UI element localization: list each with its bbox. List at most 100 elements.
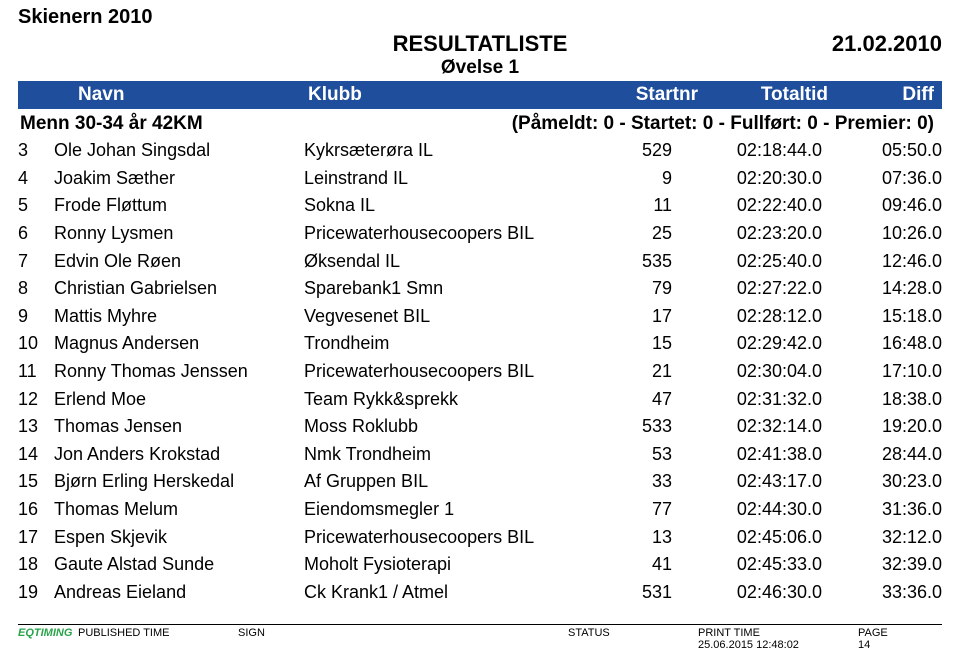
cell-totaltid: 02:23:20.0	[672, 220, 822, 248]
category-meta: (Påmeldt: 0 - Startet: 0 - Fullført: 0 -…	[512, 113, 934, 135]
cell-startnr: 529	[600, 137, 672, 165]
footer: EQTIMING PUBLISHED TIME SIGN STATUS PRIN…	[18, 624, 942, 651]
cell-name: Ronny Lysmen	[54, 220, 304, 248]
cell-rank: 4	[18, 165, 54, 193]
cell-rank: 19	[18, 579, 54, 607]
cell-diff: 31:36.0	[822, 496, 942, 524]
cell-name: Mattis Myhre	[54, 303, 304, 331]
cell-name: Jon Anders Krokstad	[54, 441, 304, 469]
cell-diff: 33:36.0	[822, 579, 942, 607]
cell-rank: 3	[18, 137, 54, 165]
cell-diff: 19:20.0	[822, 413, 942, 441]
cell-rank: 6	[18, 220, 54, 248]
cell-name: Frode Fløttum	[54, 192, 304, 220]
category-label: Menn 30-34 år 42KM	[20, 113, 203, 135]
cell-startnr: 533	[600, 413, 672, 441]
column-header: Navn Klubb Startnr Totaltid Diff	[18, 81, 942, 109]
cell-rank: 14	[18, 441, 54, 469]
cell-club: Pricewaterhousecoopers BIL	[304, 523, 600, 551]
cell-totaltid: 02:44:30.0	[672, 496, 822, 524]
cell-diff: 30:23.0	[822, 468, 942, 496]
cell-club: Pricewaterhousecoopers BIL	[304, 220, 600, 248]
category-row: Menn 30-34 år 42KM (Påmeldt: 0 - Startet…	[18, 109, 942, 137]
ovelse-label: Øvelse 1	[18, 57, 942, 79]
cell-totaltid: 02:27:22.0	[672, 275, 822, 303]
table-row: 14Jon Anders KrokstadNmk Trondheim5302:4…	[18, 441, 942, 469]
table-row: 5Frode FløttumSokna IL1102:22:40.009:46.…	[18, 192, 942, 220]
table-row: 19Andreas EielandCk Krank1 / Atmel53102:…	[18, 579, 942, 607]
footer-logo: EQTIMING	[18, 627, 78, 651]
cell-diff: 32:39.0	[822, 551, 942, 579]
cell-club: Leinstrand IL	[304, 165, 600, 193]
table-row: 12Erlend MoeTeam Rykk&sprekk4702:31:32.0…	[18, 385, 942, 413]
cell-totaltid: 02:32:14.0	[672, 413, 822, 441]
page-value: 14	[858, 639, 942, 651]
table-row: 6Ronny LysmenPricewaterhousecoopers BIL2…	[18, 220, 942, 248]
cell-rank: 11	[18, 358, 54, 386]
cell-startnr: 17	[600, 303, 672, 331]
cell-club: Eiendomsmegler 1	[304, 496, 600, 524]
col-navn: Navn	[78, 84, 308, 106]
cell-name: Magnus Andersen	[54, 330, 304, 358]
cell-name: Christian Gabrielsen	[54, 275, 304, 303]
col-totaltid: Totaltid	[708, 84, 838, 106]
cell-diff: 15:18.0	[822, 303, 942, 331]
cell-club: Af Gruppen BIL	[304, 468, 600, 496]
cell-diff: 32:12.0	[822, 523, 942, 551]
print-time-value: 25.06.2015 12:48:02	[698, 639, 858, 651]
cell-totaltid: 02:41:38.0	[672, 441, 822, 469]
cell-name: Gaute Alstad Sunde	[54, 551, 304, 579]
cell-club: Kykrsæterøra IL	[304, 137, 600, 165]
page-container: Skienern 2010 RESULTATLISTE 21.02.2010 Ø…	[0, 0, 960, 659]
table-row: 4Joakim SætherLeinstrand IL902:20:30.007…	[18, 165, 942, 193]
cell-diff: 28:44.0	[822, 441, 942, 469]
cell-startnr: 41	[600, 551, 672, 579]
table-row: 13Thomas JensenMoss Roklubb53302:32:14.0…	[18, 413, 942, 441]
cell-rank: 13	[18, 413, 54, 441]
cell-totaltid: 02:43:17.0	[672, 468, 822, 496]
cell-totaltid: 02:30:04.0	[672, 358, 822, 386]
cell-club: Vegvesenet BIL	[304, 303, 600, 331]
cell-totaltid: 02:46:30.0	[672, 579, 822, 607]
cell-name: Ronny Thomas Jenssen	[54, 358, 304, 386]
cell-startnr: 535	[600, 247, 672, 275]
event-title: Skienern 2010	[18, 6, 942, 29]
col-startnr: Startnr	[608, 84, 708, 106]
cell-club: Nmk Trondheim	[304, 441, 600, 469]
cell-club: Sparebank1 Smn	[304, 275, 600, 303]
cell-startnr: 13	[600, 523, 672, 551]
footer-status: STATUS	[568, 627, 698, 651]
published-time-label: PUBLISHED TIME	[78, 627, 238, 639]
table-row: 11Ronny Thomas JenssenPricewaterhousecoo…	[18, 358, 942, 386]
cell-rank: 12	[18, 385, 54, 413]
cell-totaltid: 02:18:44.0	[672, 137, 822, 165]
cell-totaltid: 02:45:06.0	[672, 523, 822, 551]
cell-diff: 09:46.0	[822, 192, 942, 220]
cell-rank: 10	[18, 330, 54, 358]
footer-print-time: PRINT TIME 25.06.2015 12:48:02	[698, 627, 858, 651]
cell-name: Thomas Jensen	[54, 413, 304, 441]
table-row: 10Magnus AndersenTrondheim1502:29:42.016…	[18, 330, 942, 358]
cell-club: Moss Roklubb	[304, 413, 600, 441]
footer-sign: SIGN	[238, 627, 568, 651]
cell-diff: 17:10.0	[822, 358, 942, 386]
cell-startnr: 53	[600, 441, 672, 469]
cell-rank: 15	[18, 468, 54, 496]
cell-name: Edvin Ole Røen	[54, 247, 304, 275]
cell-name: Espen Skjevik	[54, 523, 304, 551]
table-row: 15Bjørn Erling HerskedalAf Gruppen BIL33…	[18, 468, 942, 496]
table-row: 3Ole Johan SingsdalKykrsæterøra IL52902:…	[18, 137, 942, 165]
cell-startnr: 11	[600, 192, 672, 220]
cell-name: Bjørn Erling Herskedal	[54, 468, 304, 496]
cell-diff: 12:46.0	[822, 247, 942, 275]
cell-startnr: 47	[600, 385, 672, 413]
col-diff: Diff	[838, 84, 934, 106]
col-klubb: Klubb	[308, 84, 608, 106]
cell-club: Pricewaterhousecoopers BIL	[304, 358, 600, 386]
cell-name: Erlend Moe	[54, 385, 304, 413]
cell-startnr: 33	[600, 468, 672, 496]
cell-club: Trondheim	[304, 330, 600, 358]
cell-totaltid: 02:22:40.0	[672, 192, 822, 220]
table-row: 9Mattis MyhreVegvesenet BIL1702:28:12.01…	[18, 303, 942, 331]
result-list-label: RESULTATLISTE	[393, 31, 568, 57]
